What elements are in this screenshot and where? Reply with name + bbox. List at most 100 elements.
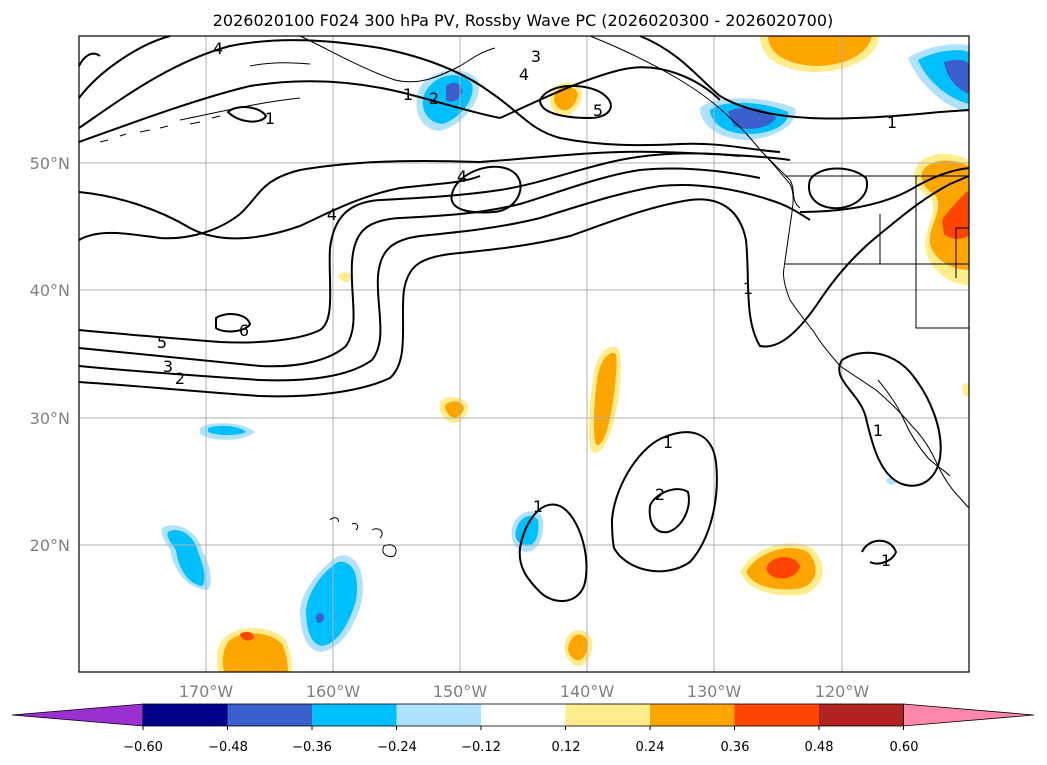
- colorbar-tick-label: 0.60: [890, 740, 919, 755]
- neg-anomaly-30n-170w-core: [208, 425, 246, 435]
- contour-line-3-low: [78, 167, 761, 368]
- lat-label-30n: 30°N: [30, 409, 70, 428]
- map-title: 2026020100 F024 300 hPa PV, Rossby Wave …: [213, 11, 834, 30]
- colorbar-extend-min: [11, 703, 144, 727]
- colorbar-tick-label: −0.60: [123, 740, 163, 755]
- lon-label-140w: 140°W: [560, 682, 615, 701]
- latitude-labels: 50°N 40°N 30°N 20°N: [30, 154, 70, 555]
- colorbar-tick-label: 0.36: [721, 740, 750, 755]
- lon-label-170w: 170°W: [179, 682, 234, 701]
- colorbar-segment: [143, 704, 228, 726]
- contour-line-2-low: [78, 183, 811, 382]
- contour-line-1-east: [799, 167, 970, 213]
- colorbar-tick-label: 0.48: [805, 740, 834, 755]
- contour-label: 4: [457, 167, 467, 186]
- contour-closed-1-southeast: [861, 539, 898, 565]
- contour-labels: 4 3 4 5 1 2 1 1 4 4 5 3 2 6 1 1 2 1 1 1: [157, 39, 897, 570]
- pos-anomaly-12n-141w-core: [568, 634, 588, 661]
- bc-washington-coastline: [759, 149, 970, 509]
- contour-label: 1: [265, 109, 275, 128]
- lon-label-130w: 130°W: [687, 682, 742, 701]
- contour-label: 1: [533, 497, 543, 516]
- contour-line-4-mid: [78, 175, 481, 240]
- lat-label-40n: 40°N: [30, 281, 70, 300]
- pos-anomaly-east-edge-center: [942, 190, 969, 239]
- contour-label: 4: [519, 65, 529, 84]
- pos-anomaly-12n-167w-core: [222, 633, 288, 672]
- neg-anomaly-hawaii-south-core: [306, 561, 358, 646]
- lat-label-20n: 20°N: [30, 536, 70, 555]
- neg-anomaly-north-central-center: [446, 82, 462, 102]
- contour-label: 2: [655, 485, 665, 504]
- pos-anomaly-55n-145w-core: [554, 86, 578, 111]
- contour-label: 1: [403, 85, 413, 104]
- colorbar-segment: [734, 704, 819, 726]
- contour-closed-5-north: [538, 84, 612, 120]
- aleutian-islands: [99, 115, 221, 143]
- contour-closed-1-central: [610, 431, 718, 573]
- contour-label: 5: [593, 101, 603, 120]
- contour-label: 1: [663, 433, 673, 452]
- contour-label: 4: [213, 39, 223, 58]
- colorbar-ticks: [142, 726, 904, 730]
- pv-contours: [78, 35, 970, 602]
- gridlines: [79, 36, 969, 672]
- pos-anomaly-33n-141w-core: [593, 352, 617, 445]
- contour-label: 2: [175, 369, 185, 388]
- alaska-panhandle-coastline: [589, 35, 801, 209]
- map-panel: 4 3 4 5 1 2 1 1 4 4 5 3 2 6 1 1 2 1 1 1: [78, 35, 970, 673]
- contour-label: 4: [327, 205, 337, 224]
- pos-anomaly-40n-157w: [338, 272, 352, 283]
- baja-coastline: [877, 379, 951, 477]
- pos-anomaly-north-edge-core: [768, 36, 872, 66]
- colorbar-tick-label: −0.48: [208, 740, 248, 755]
- colorbar-segment: [396, 704, 481, 726]
- contour-label: 6: [239, 321, 249, 340]
- pos-anomaly-17n-125w-center: [766, 557, 800, 579]
- contour-label: 5: [157, 333, 167, 352]
- colorbar-segment: [227, 704, 312, 726]
- colorbar-segment: [819, 704, 904, 726]
- colorbar-tick-label: 0.24: [636, 740, 665, 755]
- lat-label-50n: 50°N: [30, 154, 70, 173]
- neg-anomaly-hawaii-south-center: [316, 613, 324, 623]
- hawaii-islands: [329, 517, 397, 557]
- colorbar-tick-label: −0.36: [292, 740, 332, 755]
- us-canada-border: [785, 175, 969, 329]
- contour-line-5: [78, 152, 741, 344]
- coastlines: [99, 35, 970, 557]
- longitude-labels: 170°W 160°W 150°W 140°W 130°W 120°W: [179, 682, 870, 701]
- shaded-anomalies: [161, 36, 969, 672]
- pos-anomaly-east-edge-core: [921, 160, 969, 270]
- colorbar-extend-max: [903, 703, 1035, 727]
- colorbar-tick-labels: −0.60 −0.48 −0.36 −0.24 −0.12 0.12 0.24 …: [123, 740, 918, 755]
- contour-line-1-north: [78, 35, 970, 120]
- neg-anomaly-hawaii-west-core: [167, 530, 205, 586]
- colorbar-tick-label: 0.12: [552, 740, 581, 755]
- pos-anomaly-32n-116w: [962, 383, 969, 397]
- contour-label: 3: [531, 47, 541, 66]
- pos-anomaly-31n-150w-core: [445, 401, 464, 418]
- colorbar-segment: [481, 704, 566, 726]
- contour-closed-1-south: [518, 503, 588, 602]
- contour-closed-4-center: [450, 165, 522, 214]
- lon-label-160w: 160°W: [306, 682, 361, 701]
- colorbar-frame: [142, 703, 904, 727]
- map-background: [79, 36, 969, 672]
- colorbar-segment: [650, 704, 735, 726]
- contour-closed-1-northwest: [226, 106, 268, 123]
- contour-closed-2-central: [648, 488, 690, 534]
- pos-anomaly-12n-167w-center: [240, 631, 254, 641]
- contour-label: 1: [873, 421, 883, 440]
- contour-label: 1: [887, 113, 897, 132]
- lon-label-150w: 150°W: [433, 682, 488, 701]
- colorbar-tick-label: −0.12: [461, 740, 501, 755]
- contour-label: 3: [163, 357, 173, 376]
- colorbar-tick-label: −0.24: [377, 740, 417, 755]
- colorbar: −0.60 −0.48 −0.36 −0.24 −0.12 0.12 0.24 …: [11, 703, 1035, 755]
- contour-line-1-west: [78, 150, 791, 241]
- contour-closed-6: [215, 313, 252, 333]
- colorbar-segments: [11, 703, 1035, 727]
- contour-closed-1-vancouver: [808, 167, 869, 210]
